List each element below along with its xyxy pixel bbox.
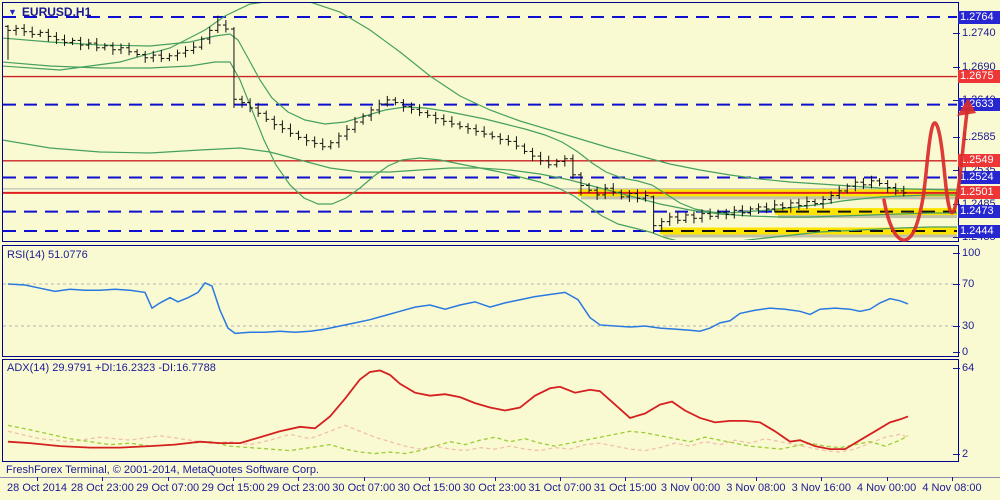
- time-scale-label[interactable]: 4 Nov 08:00: [922, 482, 982, 494]
- adx-scale-tick: [953, 368, 960, 369]
- rsi-scale-label[interactable]: 70: [962, 278, 975, 290]
- rsi-scale-tick: [953, 352, 960, 353]
- price-level-badge-1.2549: 1.2549: [958, 154, 1000, 168]
- price-scale-tick: [953, 33, 960, 34]
- adx-value-label: ADX(14) 29.9791 +DI:16.2323 -DI:16.7788: [7, 362, 216, 374]
- time-scale-tick: [886, 477, 888, 481]
- price-level-badge-1.2501: 1.2501: [958, 186, 1000, 200]
- time-scale-label[interactable]: 30 Oct 15:00: [397, 482, 461, 494]
- symbol-period-title[interactable]: ▼ EURUSD,H1: [8, 5, 91, 19]
- time-scale-tick: [755, 477, 757, 481]
- time-scale-label[interactable]: 30 Oct 23:00: [463, 482, 526, 494]
- time-scale-label[interactable]: 29 Oct 15:00: [201, 482, 265, 494]
- terminal-copyright: FreshForex Terminal, © 2001-2014, MetaQu…: [6, 464, 319, 476]
- time-scale-tick: [233, 477, 235, 481]
- time-scale-tick: [559, 477, 561, 481]
- time-scale-label[interactable]: 30 Oct 07:00: [332, 482, 396, 494]
- price-level-badge-1.2675: 1.2675: [958, 70, 1000, 83]
- time-scale-tick: [690, 477, 692, 481]
- time-scale-label[interactable]: 4 Nov 00:00: [856, 482, 917, 494]
- price-level-badge-1.2764: 1.2764: [958, 10, 1000, 24]
- time-scale-label[interactable]: 28 Oct 2014: [7, 482, 67, 494]
- chart-dropdown-icon[interactable]: ▼: [8, 7, 17, 17]
- time-scale-tick: [167, 477, 169, 481]
- adx-indicator-panel[interactable]: [2, 359, 959, 462]
- main-chart-panel[interactable]: [2, 2, 959, 242]
- adx-scale-label[interactable]: 64: [962, 362, 975, 374]
- rsi-scale-tick: [953, 326, 960, 327]
- time-scale-tick: [37, 477, 38, 481]
- price-level-badge-1.2633: 1.2633: [958, 98, 1000, 112]
- price-level-badge-1.2524: 1.2524: [958, 171, 1000, 184]
- rsi-scale-label[interactable]: 30: [962, 320, 975, 332]
- time-scale-tick: [625, 477, 627, 481]
- symbol-period-label: EURUSD,H1: [21, 5, 92, 19]
- time-scale-tick: [298, 477, 300, 481]
- time-scale-label[interactable]: 31 Oct 07:00: [528, 482, 592, 494]
- price-scale-label[interactable]: 1.2690: [962, 60, 996, 73]
- price-scale-tick: [953, 66, 960, 68]
- price-scale-tick: [953, 136, 960, 138]
- time-scale-label[interactable]: 3 Nov 16:00: [791, 482, 851, 494]
- time-scale-tick: [494, 477, 496, 481]
- time-scale-label[interactable]: 29 Oct 07:00: [136, 482, 200, 494]
- time-scale-label[interactable]: 3 Nov 08:00: [726, 482, 786, 494]
- rsi-scale-tick: [953, 253, 960, 254]
- time-scale-tick: [102, 477, 104, 481]
- rsi-scale-label[interactable]: 100: [962, 247, 981, 259]
- price-level-badge-1.2473: 1.2473: [958, 205, 1000, 219]
- time-scale-label[interactable]: 29 Oct 23:00: [266, 482, 330, 494]
- adx-scale-label[interactable]: 2: [962, 448, 969, 460]
- time-scale-label[interactable]: 3 Nov 00:00: [660, 482, 721, 494]
- time-scale-tick: [429, 477, 431, 481]
- time-scale-label[interactable]: 31 Oct 15:00: [593, 482, 657, 494]
- price-scale-label[interactable]: 1.2585: [962, 130, 996, 143]
- rsi-scale-tick: [953, 284, 960, 285]
- time-scale-tick: [821, 477, 823, 481]
- price-scale-label[interactable]: 1.2740: [962, 27, 996, 39]
- time-scale-label[interactable]: 28 Oct 23:00: [70, 482, 134, 494]
- time-scale-separator: [0, 477, 1000, 478]
- time-scale-tick: [952, 477, 953, 481]
- time-scale-tick: [363, 477, 365, 481]
- rsi-scale-label[interactable]: 0: [962, 346, 969, 358]
- rsi-value-label: RSI(14) 51.0776: [7, 249, 88, 261]
- price-level-badge-1.2444: 1.2444: [958, 224, 1000, 238]
- rsi-indicator-panel[interactable]: [2, 245, 959, 357]
- adx-scale-tick: [953, 454, 960, 455]
